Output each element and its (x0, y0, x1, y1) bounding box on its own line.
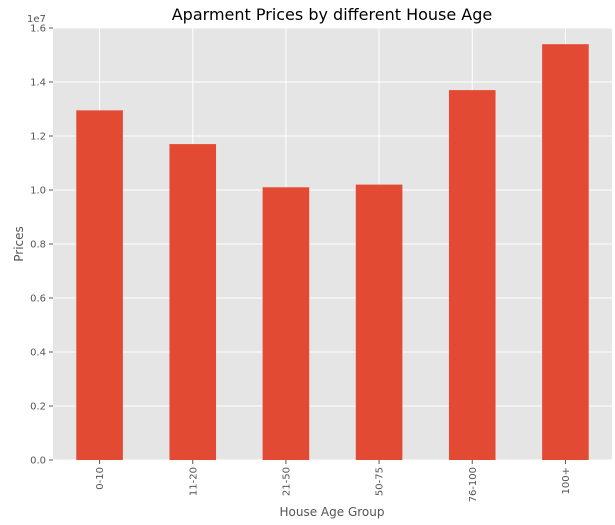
bar-0-10 (76, 110, 123, 460)
x-tick-label: 50-75 (375, 467, 386, 496)
y-tick-label: 0.4 (30, 348, 46, 359)
y-tick-label: 1.4 (30, 78, 46, 89)
y-axis-label: Prices (12, 226, 26, 262)
bar-11-20 (169, 144, 217, 460)
bar-100+ (542, 44, 589, 460)
y-axis-offset-label: 1e7 (27, 14, 46, 25)
y-tick-label: 1.6 (30, 24, 46, 35)
x-tick-label: 100+ (561, 467, 572, 494)
bar-50-75 (355, 184, 403, 460)
y-tick-label: 0.6 (30, 294, 46, 305)
y-tick-label: 1.0 (30, 186, 46, 197)
chart-title: Aparment Prices by different House Age (172, 5, 493, 24)
bar-76-100 (448, 90, 496, 460)
bar-21-50 (262, 187, 310, 461)
y-axis-ticks: 0.0 0.2 0.4 0.6 0.8 1.0 1.2 1.4 1.6 (30, 24, 53, 467)
y-tick-label: 0.2 (30, 402, 46, 413)
y-tick-label: 0.0 (30, 456, 46, 467)
y-tick-label: 0.8 (30, 240, 46, 251)
x-tick-label: 76-100 (468, 467, 479, 502)
bars (76, 44, 589, 461)
x-tick-label: 21-50 (281, 467, 292, 496)
x-axis-label: House Age Group (280, 505, 385, 519)
x-axis-ticks: 0-10 11-20 21-50 50-75 76-100 100+ (95, 460, 572, 502)
x-tick-label: 11-20 (188, 467, 199, 496)
y-tick-label: 1.2 (30, 132, 46, 143)
x-tick-label: 0-10 (95, 467, 106, 490)
